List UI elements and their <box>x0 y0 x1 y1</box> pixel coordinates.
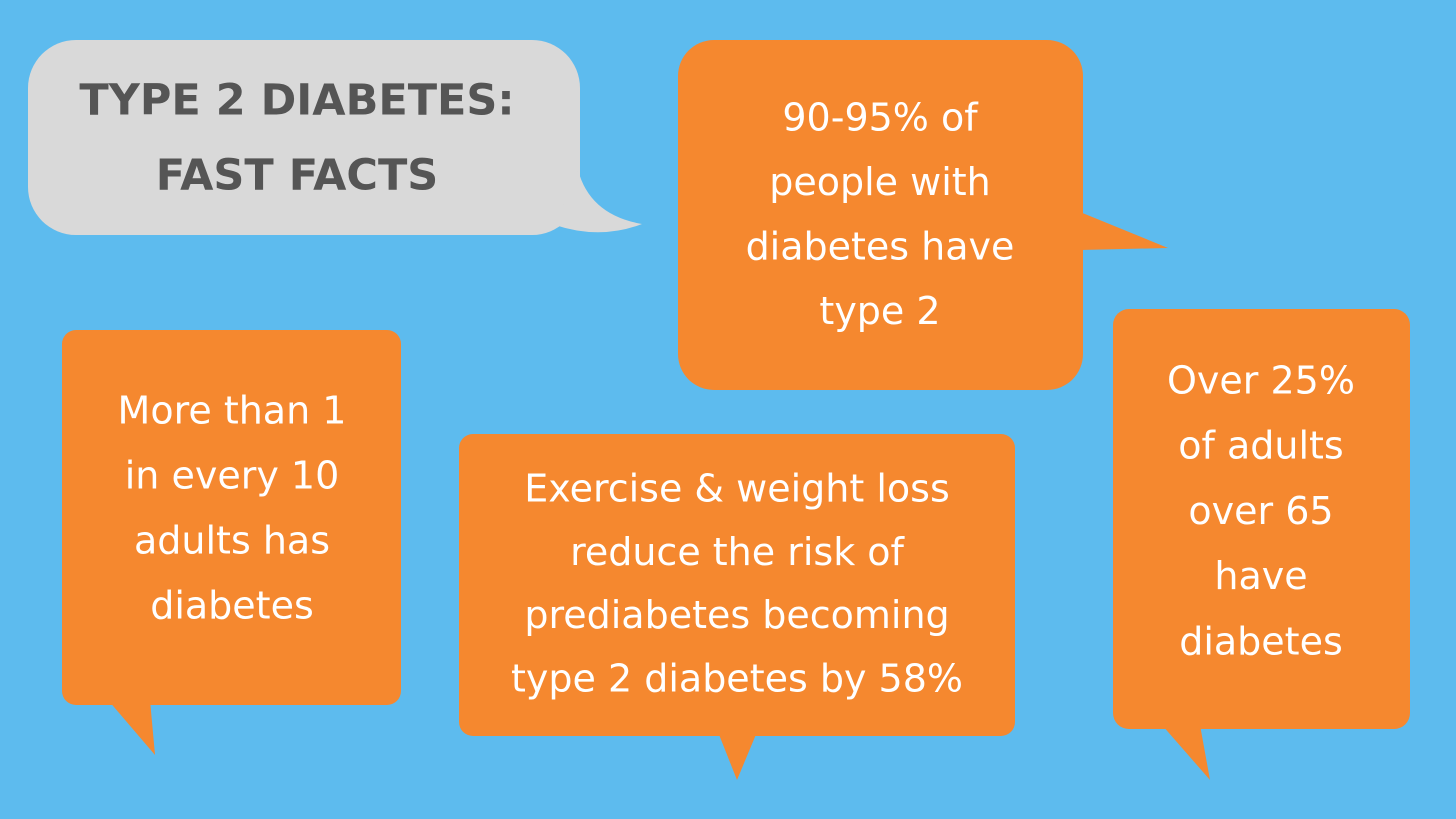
fact-bubble <box>62 330 401 755</box>
fact-line: diabetes have <box>746 225 1015 269</box>
fact-line: diabetes <box>150 584 314 628</box>
fact-bubble <box>678 40 1168 390</box>
bubble-body <box>28 40 580 235</box>
fact-line: have <box>1214 554 1307 598</box>
fact-line: reduce the risk of <box>570 530 905 574</box>
fact-line: Over 25% <box>1167 359 1355 403</box>
title-line: FAST FACTS <box>156 151 439 201</box>
fact-bubble <box>1113 309 1410 780</box>
fact-line: in every 10 <box>125 454 340 498</box>
title-line: TYPE 2 DIABETES: <box>79 76 514 126</box>
fact-line: type 2 diabetes by 58% <box>511 656 963 700</box>
fact-line: type 2 <box>819 289 940 333</box>
fact-line: prediabetes becoming <box>524 593 949 637</box>
bubble-body <box>1113 309 1410 729</box>
bubble-tail <box>1080 212 1168 250</box>
bubble-tail <box>555 170 642 233</box>
fact-line: adults has <box>134 519 330 563</box>
fact-line: Exercise & weight loss <box>524 467 950 511</box>
bubble-body <box>678 40 1083 390</box>
title-bubble <box>28 40 642 235</box>
bubble-body <box>459 434 1015 736</box>
fact-line: More than 1 <box>118 389 347 433</box>
bubble-tail <box>718 732 757 780</box>
fact-bubble <box>459 434 1015 780</box>
bubble-tail <box>1162 725 1210 780</box>
fact-line: diabetes <box>1179 619 1343 663</box>
fact-line: over 65 <box>1188 489 1333 533</box>
bubble-body <box>62 330 401 705</box>
fact-line: of adults <box>1178 424 1343 468</box>
bubble-tail <box>108 700 155 755</box>
fact-line: 90-95% of <box>782 96 979 140</box>
fact-line: people with <box>769 160 991 204</box>
